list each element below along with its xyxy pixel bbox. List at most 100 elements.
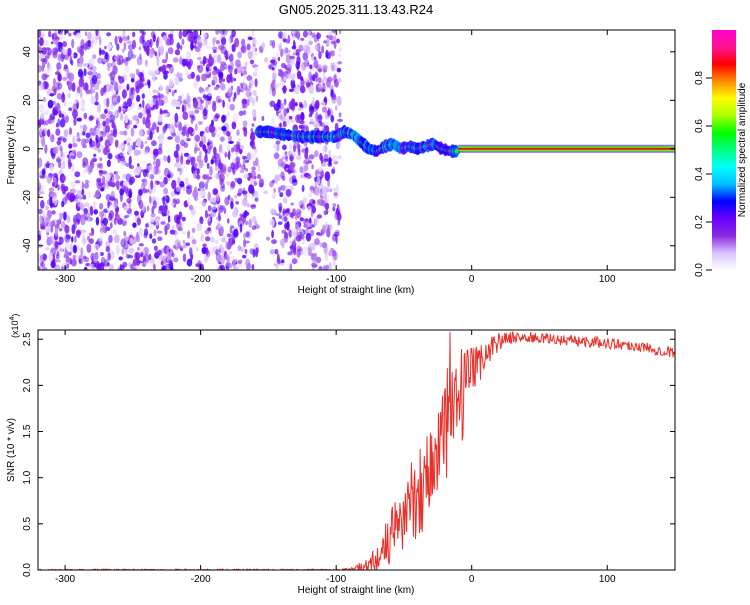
spectrogram-noise-cell [277, 56, 281, 62]
spectrogram-noise-cell [186, 197, 191, 204]
spectrogram-noise-cell [169, 36, 174, 46]
spectrogram-noise-cell [337, 77, 342, 83]
spectrogram-noise-cell [284, 212, 290, 217]
spectrogram-noise-cell [275, 52, 279, 57]
spectrogram-noise-cell [325, 38, 330, 48]
spectrogram-noise-cell [143, 261, 148, 265]
spectrogram-noise-cell [161, 265, 167, 270]
spectrogram-noise-cell [175, 143, 180, 152]
spectrogram-noise-cell [52, 41, 56, 45]
spectrogram-noise-cell [38, 208, 43, 215]
spectrogram-noise-cell [132, 141, 136, 151]
spectrogram-noise-cell [80, 90, 83, 99]
spectrogram-noise-cell [153, 263, 156, 270]
spectrogram-noise-cell [333, 192, 338, 196]
spectrogram-noise-cell [244, 262, 249, 267]
spectrogram-noise-cell [41, 136, 46, 147]
spectrogram-noise-cell [228, 53, 234, 63]
spectrogram-noise-cell [187, 103, 191, 109]
spectrogram-noise-cell [74, 235, 77, 243]
spectrogram-noise-cell [228, 135, 232, 142]
spectrogram-noise-cell [116, 214, 121, 220]
spectrogram-noise-cell [123, 215, 127, 219]
spectrogram-noise-cell [181, 58, 187, 67]
spectrogram-noise-cell [70, 155, 76, 160]
spectrogram-noise-cell [54, 36, 60, 41]
spectrogram-noise-cell [308, 154, 315, 160]
spectrogram-noise-cell [318, 77, 322, 84]
spectrogram-noise-cell [146, 205, 150, 212]
spectrogram-noise-cell [283, 76, 287, 82]
spectrogram-noise-cell [281, 213, 284, 223]
spectrogram-noise-cell [135, 234, 141, 243]
spectrogram-noise-cell [282, 144, 287, 151]
spectrogram-noise-cell [154, 99, 159, 110]
spectrogram-noise-cell [125, 137, 131, 143]
spectrogram-noise-cell [59, 145, 63, 152]
spectrogram-noise-cell [317, 167, 323, 172]
spectrogram-noise-cell [191, 165, 196, 174]
x-tick-label: -100 [326, 574, 346, 585]
spectrogram-noise-cell [304, 77, 308, 83]
spectrogram-noise-cell [138, 227, 143, 236]
spectrogram-noise-cell [125, 163, 131, 167]
spectrogram-noise-cell [313, 59, 319, 69]
spectrogram-noise-cell [48, 63, 52, 73]
spectrogram-noise-cell [311, 55, 315, 61]
spectrogram-noise-cell [230, 256, 234, 263]
spectrogram-noise-cell [113, 81, 119, 92]
spectrogram-noise-cell [134, 80, 139, 90]
spectrogram-noise-cell [327, 224, 333, 231]
spectrogram-noise-cell [177, 176, 181, 185]
spectrogram-noise-cell [309, 242, 316, 251]
spectrogram-noise-cell [312, 73, 316, 82]
spectrogram-noise-cell [236, 129, 240, 136]
spectrogram-noise-cell [125, 56, 131, 62]
spectrogram-noise-cell [207, 227, 212, 232]
spectrogram-noise-cell [307, 192, 313, 198]
spectrogram-noise-cell [220, 237, 226, 243]
spectrogram-noise-cell [269, 218, 275, 227]
spectrogram-noise-cell [150, 212, 156, 218]
spectrogram-noise-cell [329, 188, 333, 193]
spectrogram-noise-cell [337, 61, 343, 65]
spectrogram-noise-cell [171, 179, 177, 190]
spectrogram-noise-cell [100, 223, 106, 233]
spectrogram-noise-cell [49, 115, 52, 121]
spectrogram-noise-cell [171, 225, 175, 230]
spectrogram-noise-cell [156, 126, 160, 133]
spectrogram-noise-cell [173, 244, 176, 249]
spectrogram-noise-cell [226, 144, 231, 151]
spectrogram-noise-cell [315, 111, 319, 122]
spectrogram-noise-cell [263, 190, 268, 194]
spectrogram-noise-cell [188, 204, 194, 211]
spectrogram-noise-cell [213, 146, 217, 156]
spectrogram-noise-cell [62, 91, 65, 99]
x-tick-label: -300 [55, 274, 75, 285]
spectrogram-noise-cell [256, 174, 262, 179]
spectrogram-noise-cell [98, 36, 102, 46]
spectrogram-noise-cell [299, 166, 304, 174]
spectrogram-noise-cell [43, 39, 49, 46]
spectrogram-noise-cell [49, 235, 54, 245]
spectrogram-noise-cell [104, 51, 109, 61]
spectrogram-noise-cell [154, 250, 160, 257]
spectrogram-noise-cell [272, 79, 276, 83]
spectrogram-noise-cell [97, 182, 104, 187]
spectrogram-noise-cell [226, 131, 231, 137]
spectrogram-noise-cell [242, 109, 247, 116]
spectrogram-noise-cell [90, 140, 96, 149]
spectrogram-noise-cell [217, 54, 222, 64]
spectrogram-noise-cell [234, 258, 238, 263]
spectrogram-noise-cell [219, 205, 224, 213]
spectrogram-noise-cell [75, 195, 78, 204]
spectrogram-noise-cell [187, 58, 193, 67]
spectrogram-noise-cell [178, 30, 183, 40]
spectrogram-noise-cell [138, 129, 144, 137]
spectrogram-noise-cell [271, 239, 277, 245]
spectrogram-noise-cell [71, 82, 76, 92]
spectrogram-noise-cell [78, 254, 83, 259]
spectrogram-noise-cell [227, 195, 231, 200]
spectrogram-noise-cell [104, 45, 107, 50]
spectrogram-noise-cell [105, 117, 110, 125]
